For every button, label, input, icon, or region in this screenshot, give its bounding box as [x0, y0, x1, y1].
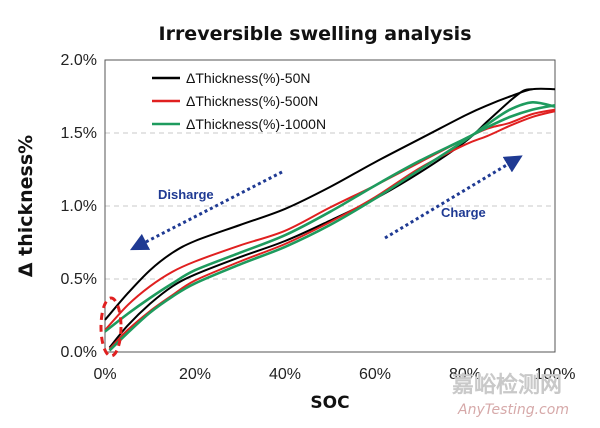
y-axis-label: Δ thickness% [15, 135, 37, 277]
x-tick-label: 60% [359, 366, 391, 383]
legend-label: ΔThickness(%)-1000N [186, 116, 326, 132]
grid-lines [105, 132, 555, 280]
series-line-1-discharge [104, 87, 556, 321]
charge-arrow [384, 155, 523, 240]
y-tick-label: 0.0% [61, 344, 97, 361]
x-axis-ticks: 0% 20% 40% 60% 80% 100% [93, 366, 575, 383]
legend-label: ΔThickness(%)-500N [186, 93, 318, 109]
chart-title: Irreversible swelling analysis [159, 23, 472, 45]
watermark-cn: 嘉峪检测网 [452, 372, 562, 398]
series-line-3-discharge [104, 104, 556, 333]
x-axis-label: SOC [310, 393, 349, 413]
series-line-3-charge [108, 100, 556, 352]
y-tick-label: 0.5% [61, 271, 97, 288]
plot-frame [104, 59, 556, 353]
y-tick-label: 2.0% [61, 52, 97, 69]
series-line-2-discharge [104, 108, 556, 331]
series-line-1-charge [108, 88, 533, 349]
watermark-en: AnyTesting.com [457, 402, 569, 418]
y-axis-ticks: 0.0% 0.5% 1.0% 1.5% 2.0% [61, 52, 97, 361]
x-tick-label: 40% [269, 366, 301, 383]
series-line-2-charge [108, 110, 556, 350]
legend: ΔThickness(%)-50N ΔThickness(%)-500N ΔThic… [152, 70, 326, 132]
discharge-arrow [129, 170, 283, 251]
discharge-annotation: Disharge [158, 187, 214, 202]
x-tick-label: 20% [179, 366, 211, 383]
x-tick-label: 100% [535, 366, 576, 383]
start-highlight-ellipse [99, 296, 123, 358]
y-tick-label: 1.5% [61, 125, 97, 142]
charge-annotation: Charge [441, 205, 486, 220]
x-tick-label: 0% [93, 366, 116, 383]
series-lines [104, 87, 556, 352]
y-tick-label: 1.0% [61, 198, 97, 215]
legend-label: ΔThickness(%)-50N [186, 70, 311, 86]
x-tick-label: 80% [449, 366, 481, 383]
